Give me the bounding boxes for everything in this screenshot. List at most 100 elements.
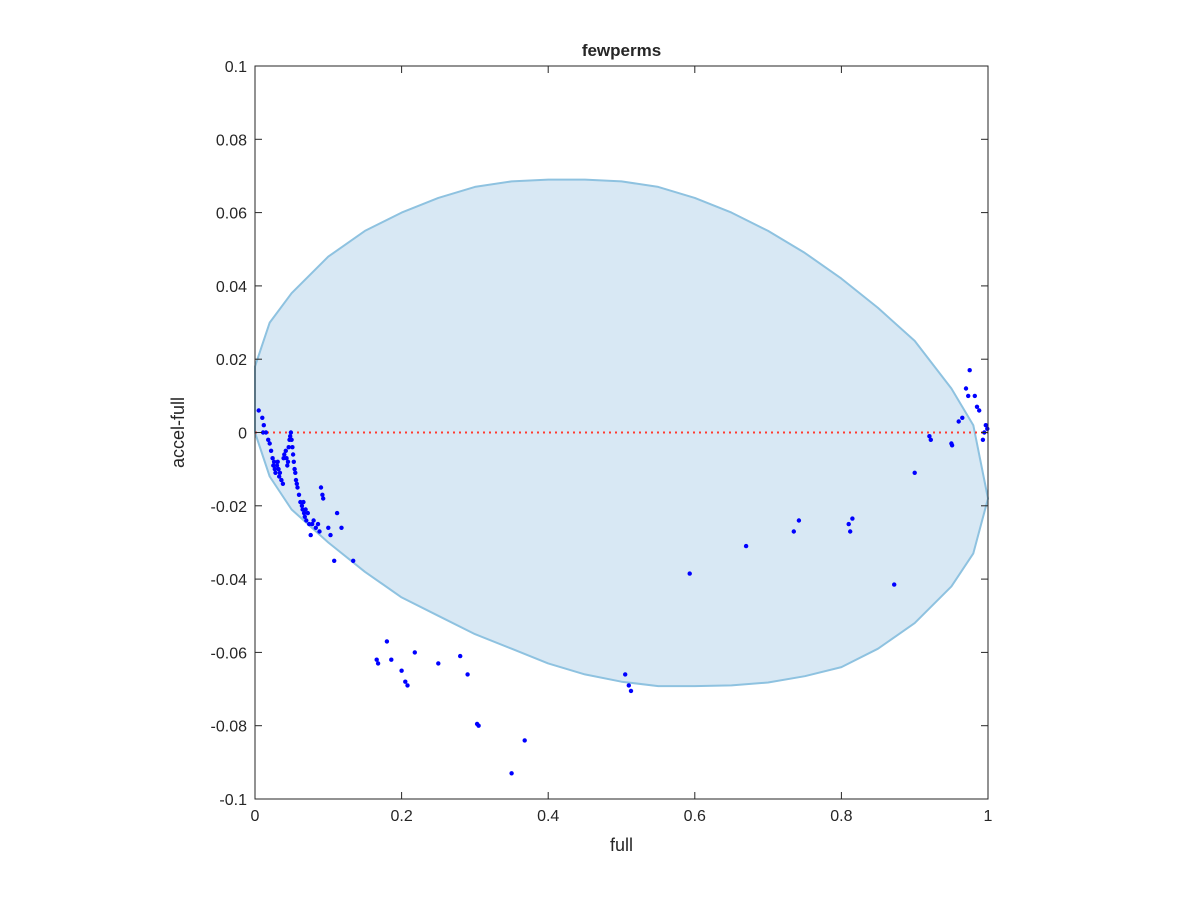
data-point (351, 558, 356, 563)
data-point (403, 679, 408, 684)
data-point (301, 510, 307, 516)
data-point (967, 368, 972, 373)
data-point (289, 437, 294, 442)
y-tick-label: -0.1 (219, 792, 247, 809)
data-point (326, 525, 331, 530)
data-point (293, 470, 298, 475)
data-point (850, 516, 855, 521)
data-point (317, 529, 322, 534)
data-point (743, 543, 749, 549)
data-point (339, 525, 344, 530)
data-point (848, 529, 853, 534)
data-point (315, 521, 321, 527)
y-tick-label: 0.02 (216, 352, 247, 369)
data-point (256, 408, 261, 413)
data-point (476, 723, 481, 728)
data-point (303, 507, 308, 512)
data-point (305, 510, 310, 516)
data-point (290, 445, 295, 450)
data-point (273, 470, 278, 475)
data-point (375, 661, 381, 666)
data-point (977, 408, 982, 413)
data-point (261, 423, 266, 428)
data-point (956, 419, 961, 424)
data-point (285, 459, 291, 464)
data-point (960, 415, 965, 420)
data-point (384, 639, 390, 644)
data-point (268, 448, 274, 453)
data-point (985, 426, 990, 431)
data-point (623, 672, 628, 677)
data-point (522, 738, 527, 743)
data-point (277, 474, 282, 479)
data-point (310, 521, 315, 527)
y-tick-label: 0.04 (216, 279, 247, 296)
data-point (276, 466, 281, 472)
data-point (334, 510, 340, 516)
data-point (509, 771, 514, 776)
data-point (288, 434, 293, 439)
data-point (293, 477, 299, 483)
data-point (284, 456, 289, 461)
data-point (983, 423, 988, 428)
data-point (302, 514, 307, 519)
data-point (318, 485, 324, 490)
data-point (275, 459, 280, 464)
data-point (974, 404, 980, 409)
x-axis-label: full (610, 835, 633, 855)
x-tick-label: 0.4 (537, 808, 559, 825)
axis-ticks: 0 0.2 0.4 0.6 0.8 1 -0.1 -0.08 -0.06 -0.04 -0.02 0 0… (211, 59, 993, 825)
data-point (266, 437, 271, 442)
x-tick-label: 0 (251, 808, 260, 825)
y-tick-label: -0.08 (211, 719, 248, 736)
data-point (963, 386, 969, 391)
x-tick-label: 0.2 (390, 808, 412, 825)
y-tick-label: 0.1 (225, 59, 247, 76)
data-point (796, 518, 802, 523)
data-point (296, 492, 302, 497)
data-point (972, 393, 977, 399)
data-point (949, 443, 955, 448)
data-point (292, 466, 297, 472)
data-point (626, 683, 631, 688)
data-point (285, 463, 290, 468)
data-point (277, 470, 283, 475)
data-point (294, 481, 299, 486)
chart-title: fewperms (582, 41, 661, 60)
y-axis-label: accel-full (168, 397, 188, 468)
data-point (286, 445, 291, 450)
y-tick-label: 0.08 (216, 132, 247, 149)
data-point (299, 503, 305, 508)
data-point (311, 518, 316, 523)
data-point (412, 650, 417, 655)
x-tick-label: 0.6 (684, 808, 706, 825)
data-point (436, 661, 441, 666)
data-point (465, 672, 470, 677)
data-point (980, 437, 986, 442)
data-point (301, 499, 306, 505)
y-tick-label: -0.02 (211, 499, 248, 516)
data-point (892, 582, 897, 587)
y-tick-label: 0 (238, 426, 247, 443)
data-point (263, 430, 269, 435)
data-point (687, 571, 692, 576)
data-point (280, 481, 286, 486)
data-point (791, 529, 796, 534)
data-point (272, 466, 277, 472)
data-point (267, 441, 272, 446)
data-point (628, 688, 634, 694)
data-point (328, 532, 333, 538)
data-point (288, 430, 294, 435)
x-tick-label: 1 (984, 808, 993, 825)
data-point (295, 485, 300, 490)
data-point (321, 496, 326, 501)
data-point (304, 518, 309, 523)
data-point (966, 393, 971, 399)
data-point (389, 657, 394, 662)
data-point (927, 434, 932, 439)
data-point (283, 448, 288, 453)
data-point (458, 653, 463, 659)
data-point (274, 463, 280, 468)
data-point (928, 437, 933, 442)
